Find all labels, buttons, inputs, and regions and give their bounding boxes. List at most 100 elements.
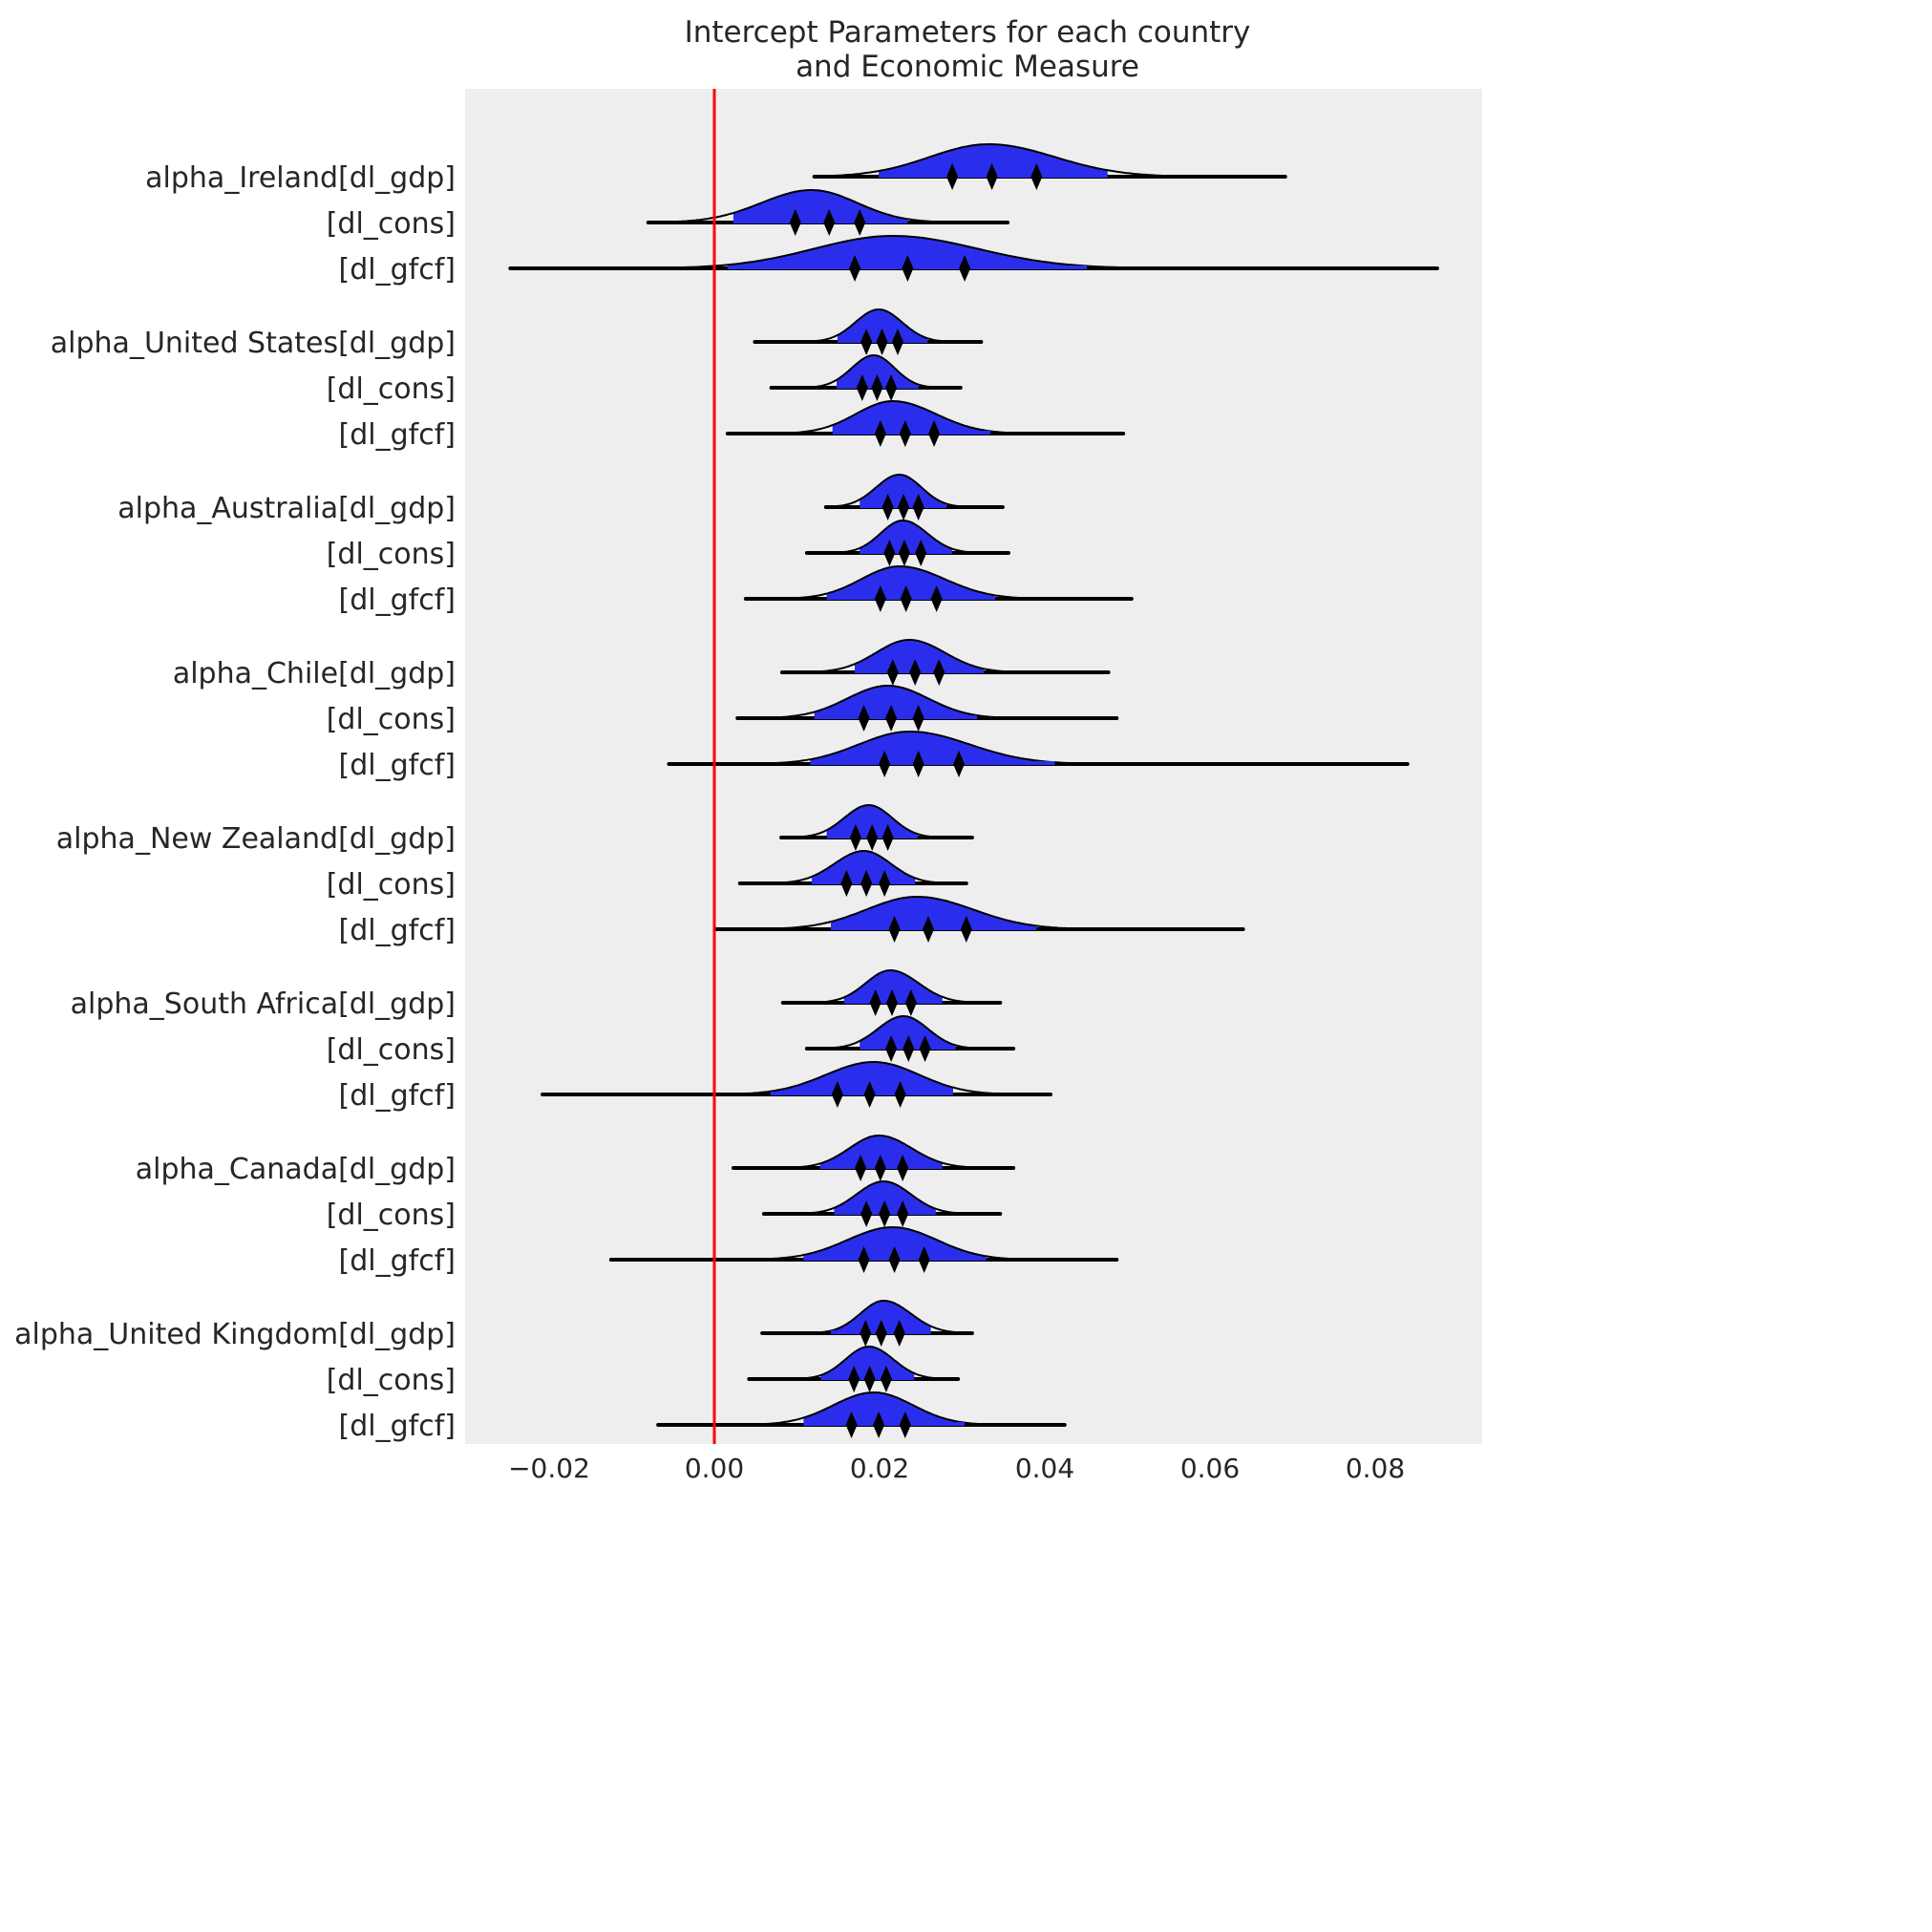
quartile-marker xyxy=(888,1246,901,1273)
hdi-fill xyxy=(830,897,1037,929)
quartile-marker xyxy=(858,705,870,732)
row-label: [dl_gfcf] xyxy=(339,584,456,617)
quartile-marker xyxy=(831,1081,843,1108)
ridge-row xyxy=(731,1135,1016,1181)
quartile-marker xyxy=(893,1320,905,1347)
quartile-marker xyxy=(899,420,911,447)
hdi-bar xyxy=(803,1422,966,1426)
x-tick-label: 0.06 xyxy=(1180,1453,1240,1484)
ridge-row xyxy=(779,804,974,851)
ridge-row xyxy=(656,1391,1067,1438)
hdi-fill xyxy=(860,1016,956,1049)
row-label: [dl_gfcf] xyxy=(339,1244,456,1278)
hdi-fill xyxy=(814,686,978,718)
quartile-marker xyxy=(860,1200,873,1227)
row-label: alpha_United Kingdom[dl_gdp] xyxy=(14,1318,456,1351)
quartile-marker xyxy=(823,209,836,236)
row-label: alpha_United States[dl_gdp] xyxy=(51,327,456,360)
hdi-fill xyxy=(810,732,1055,764)
hdi-fill xyxy=(732,190,908,223)
quartile-marker xyxy=(899,1412,911,1438)
ridge-row xyxy=(812,143,1287,190)
row-label: alpha_Chile[dl_gdp] xyxy=(173,657,456,690)
quartile-marker xyxy=(880,1366,892,1392)
ridge-row xyxy=(608,1225,1119,1273)
quartile-marker xyxy=(923,916,935,943)
ridge-row xyxy=(769,354,963,401)
row-label: [dl_cons] xyxy=(327,1199,456,1232)
ridge-row xyxy=(823,474,1005,520)
x-tick-label: 0.04 xyxy=(1015,1453,1074,1484)
quartile-marker xyxy=(849,255,861,282)
quartile-marker xyxy=(919,1035,931,1062)
quartile-marker xyxy=(915,540,927,566)
row-label: [dl_gfcf] xyxy=(339,418,456,452)
quartile-marker xyxy=(986,163,998,190)
row-label: alpha_Ireland[dl_gdp] xyxy=(145,161,456,195)
quartile-marker xyxy=(888,916,901,943)
quartile-marker xyxy=(845,1412,858,1438)
quartile-marker xyxy=(885,705,898,732)
row-label: [dl_cons] xyxy=(327,1033,456,1067)
row-label: alpha_Canada[dl_gdp] xyxy=(136,1153,456,1186)
ridge-row xyxy=(779,639,1111,686)
ridge-row xyxy=(541,1061,1053,1108)
hdi-fill xyxy=(837,309,928,342)
quartile-marker xyxy=(879,1200,891,1227)
quartile-marker xyxy=(863,1366,876,1392)
quartile-marker xyxy=(898,540,910,566)
quartile-marker xyxy=(960,916,972,943)
row-label: [dl_gfcf] xyxy=(339,914,456,947)
ridge-row xyxy=(753,308,984,355)
row-label: [dl_cons] xyxy=(327,372,456,406)
row-label: [dl_gfcf] xyxy=(339,749,456,782)
hdi-fill xyxy=(826,805,918,838)
row-label: alpha_New Zealand[dl_gdp] xyxy=(56,822,456,856)
hdi-fill xyxy=(830,1301,931,1333)
quartile-marker xyxy=(885,989,898,1016)
row-label: [dl_cons] xyxy=(327,703,456,736)
x-tick-label: −0.02 xyxy=(508,1453,590,1484)
plot-area xyxy=(465,89,1482,1444)
quartile-marker xyxy=(848,1366,860,1392)
quartile-marker xyxy=(894,1081,906,1108)
quartile-marker xyxy=(854,209,866,236)
quartile-marker xyxy=(959,255,971,282)
hdi-bar xyxy=(832,431,990,435)
ridge-row xyxy=(804,520,1010,566)
quartile-marker xyxy=(912,494,924,520)
ridge-row xyxy=(761,1180,1003,1227)
quartile-marker xyxy=(928,420,941,447)
hdi-fill xyxy=(860,520,953,553)
quartile-marker xyxy=(849,824,861,851)
hdi-bar xyxy=(770,1092,953,1095)
ridge-row xyxy=(743,565,1134,612)
ridge-row xyxy=(737,850,968,897)
quartile-marker xyxy=(912,705,924,732)
hdi-bar xyxy=(810,761,1055,765)
quartile-marker xyxy=(875,1320,887,1347)
quartile-marker xyxy=(876,329,888,355)
hdi-fill xyxy=(819,1136,943,1168)
quartile-marker xyxy=(946,163,959,190)
x-tick-label: 0.02 xyxy=(850,1453,909,1484)
chart-title-line-1: Intercept Parameters for each country xyxy=(685,15,1251,50)
quartile-marker xyxy=(873,1412,885,1438)
hdi-fill xyxy=(832,401,990,434)
quartile-marker xyxy=(866,824,879,851)
quartile-marker xyxy=(860,870,873,897)
quartile-marker xyxy=(897,1155,909,1181)
quartile-marker xyxy=(858,1246,870,1273)
hdi-fill xyxy=(803,1227,987,1260)
quartile-marker xyxy=(1030,163,1043,190)
quartile-marker xyxy=(860,329,873,355)
quartile-marker xyxy=(855,1155,867,1181)
ridge-row xyxy=(780,969,1003,1016)
hdi-fill xyxy=(727,236,1088,268)
ridge-row xyxy=(646,189,1010,236)
quartile-marker xyxy=(874,1155,886,1181)
quartile-marker xyxy=(900,585,912,612)
quartile-marker xyxy=(892,329,904,355)
quartile-marker xyxy=(874,420,886,447)
